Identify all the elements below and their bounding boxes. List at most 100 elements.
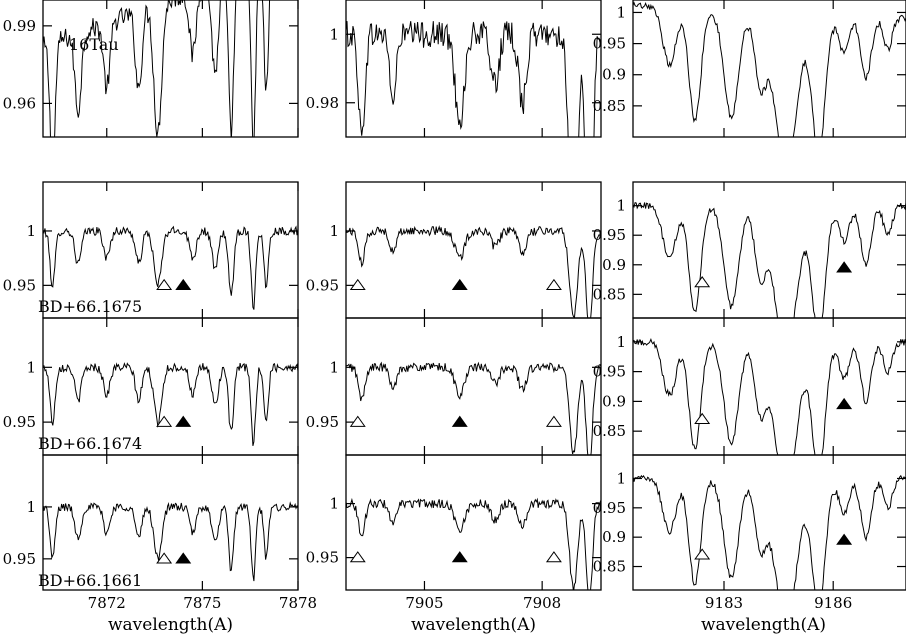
panel-frame-r3-c0: [42, 454, 299, 591]
filled-triangle-marker: [175, 552, 192, 564]
filled-triangle-marker: [175, 415, 192, 427]
open-triangle-marker: [156, 415, 173, 427]
ytick-label: 0.9: [602, 256, 626, 274]
ytick-label: 0.95: [3, 413, 36, 431]
ytick-label: 0.99: [3, 17, 36, 35]
open-triangle-marker: [694, 412, 711, 424]
open-triangle-marker: [545, 551, 562, 563]
open-triangle-marker: [349, 278, 366, 291]
panel-r1-c1: 10.95: [306, 181, 602, 319]
filled-triangle-marker: [836, 533, 853, 545]
open-triangle-marker: [349, 551, 366, 563]
spectrum-line-r0-c2: [633, 1, 906, 137]
open-triangle-marker: [545, 415, 562, 427]
ytick-label: 1: [616, 3, 626, 21]
ytick-label: 1: [26, 222, 36, 240]
x-axis-title: wavelength(A): [701, 615, 826, 635]
ytick-label: 0.95: [306, 413, 339, 431]
panel-r1-c2: 1 0.95 0.9 0.85: [593, 181, 906, 319]
ytick-label: 1: [26, 498, 36, 516]
panel-r0-c2: 1 0.95 0.9 0.85: [593, 0, 906, 138]
filled-triangle-marker: [451, 415, 468, 427]
panel-frame-r0-c1: [345, 0, 602, 138]
panel-frame-r0-c2: [632, 0, 906, 138]
ytick-label: 0.95: [3, 550, 36, 568]
panel-r0-c1: 10.98: [306, 0, 602, 138]
panel-frame-r3-c2: [632, 454, 906, 591]
spectrum-line-r2-c1: [346, 361, 601, 455]
panel-frame-r2-c1: [345, 317, 602, 456]
filled-triangle-marker: [836, 261, 853, 273]
ytick-label: 1: [329, 222, 339, 240]
star-label: BD+66.1674: [38, 434, 142, 453]
panel-frame-r3-c1: [345, 454, 602, 591]
panel-frame-r1-c1: [345, 181, 602, 319]
ytick-label: 0.9: [602, 66, 626, 84]
star-label: BD+66.1675: [38, 297, 142, 316]
filled-triangle-marker: [836, 397, 853, 410]
star-label: BD+66.1661: [38, 571, 142, 590]
xtick-label: 7875: [183, 594, 221, 612]
open-triangle-marker: [156, 552, 173, 564]
ytick-label: 0.95: [306, 276, 339, 294]
ytick-label: 0.85: [593, 285, 626, 303]
filled-triangle-marker: [451, 551, 468, 563]
xtick-label: 7878: [279, 594, 317, 612]
panel-r1-c0: 10.95: [3, 181, 299, 319]
star-label: 16Tau: [69, 35, 119, 54]
xtick-label: 7908: [523, 594, 561, 612]
filled-triangle-marker: [175, 278, 192, 291]
x-axis-title: wavelength(A): [108, 615, 233, 635]
spectrum-line-r3-c2: [633, 474, 906, 590]
spectrum-line-r3-c0: [43, 501, 298, 582]
x-axis-title: wavelength(A): [411, 615, 536, 635]
panel-frame-r1-c2: [632, 181, 906, 319]
open-triangle-marker: [349, 415, 366, 427]
panel-r2-c2: 1 0.95 0.9 0.85: [593, 317, 906, 456]
xtick-label: 9183: [705, 594, 743, 612]
panel-r3-c1: 1 0.95 7905 7908: [306, 454, 602, 612]
ytick-label: 0.9: [602, 392, 626, 410]
spectrum-line-r1-c1: [346, 225, 601, 318]
spectrum-line-r0-c0: [43, 0, 271, 137]
ytick-label: 0.85: [593, 558, 626, 576]
spectrum-line-r2-c0: [43, 362, 298, 447]
ytick-label: 0.98: [306, 94, 339, 112]
ytick-label: 0.85: [593, 422, 626, 440]
ytick-label: 1: [329, 25, 339, 43]
panel-r3-c2: 1 0.95 0.9 0.85 9183 9186: [593, 454, 906, 612]
ytick-label: 1: [616, 469, 626, 487]
xtick-label: 7872: [88, 594, 126, 612]
ytick-label: 0.95: [593, 363, 626, 381]
ytick-label: 0.85: [593, 97, 626, 115]
spectrum-line-r2-c2: [633, 337, 906, 455]
ytick-label: 0.95: [593, 226, 626, 244]
ytick-label: 0.95: [3, 276, 36, 294]
open-triangle-marker: [694, 548, 711, 560]
xtick-label: 9186: [814, 594, 852, 612]
spectrum-line-r0-c1: [346, 21, 601, 137]
ytick-label: 0.95: [593, 499, 626, 517]
open-triangle-marker: [545, 278, 562, 291]
filled-triangle-marker: [451, 278, 468, 291]
ytick-label: 1: [616, 333, 626, 351]
spectrum-line-r1-c0: [43, 225, 298, 310]
open-triangle-marker: [156, 278, 173, 291]
ytick-label: 0.96: [3, 94, 36, 112]
panel-r2-c1: 10.95: [306, 317, 602, 456]
ytick-label: 1: [329, 358, 339, 376]
ytick-label: 0.9: [602, 528, 626, 546]
ytick-label: 1: [616, 197, 626, 215]
panel-frame-r0-c0: [42, 0, 299, 138]
ytick-label: 1: [329, 495, 339, 513]
panel-r0-c0: 0.99 0.96: [3, 0, 299, 138]
ytick-label: 0.95: [306, 549, 339, 567]
ytick-label: 1: [26, 358, 36, 376]
panel-r3-c0: 1 0.95 7872 7875 7878: [3, 454, 317, 612]
xtick-label: 7905: [405, 594, 443, 612]
ytick-label: 0.95: [593, 35, 626, 53]
spectrum-line-r1-c2: [633, 201, 906, 318]
open-triangle-marker: [694, 276, 711, 288]
spectrum-line-r3-c1: [346, 497, 601, 590]
